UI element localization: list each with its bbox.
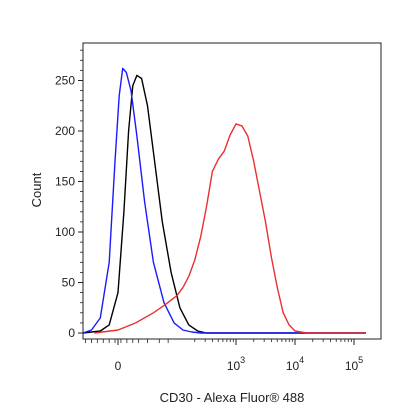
y-axis-ticks bbox=[78, 49, 83, 334]
x-tick-label-3: 105 bbox=[345, 355, 363, 373]
y-tick-label-50: 50 bbox=[62, 276, 76, 290]
x-axis-title: CD30 - Alexa Fluor® 488 bbox=[160, 390, 305, 405]
x-tick-label-1: 103 bbox=[227, 355, 245, 373]
y-axis-tick-labels: 0 50 100 150 200 250 bbox=[55, 74, 75, 341]
series-line-0 bbox=[82, 74, 366, 334]
y-tick-label-250: 250 bbox=[55, 74, 75, 88]
y-tick-label-150: 150 bbox=[55, 175, 75, 189]
x-axis-ticks bbox=[85, 339, 355, 345]
plot-frame bbox=[82, 42, 382, 340]
x-axis-tick-labels: 0 103 104 105 bbox=[115, 355, 364, 373]
x-tick-label-2: 104 bbox=[286, 355, 304, 373]
y-tick-label-100: 100 bbox=[55, 225, 75, 239]
y-tick-label-0: 0 bbox=[68, 326, 75, 340]
x-tick-label-0: 0 bbox=[115, 359, 122, 373]
series-layer bbox=[82, 67, 366, 334]
series-line-1 bbox=[82, 67, 366, 334]
series-line-2 bbox=[94, 123, 366, 334]
y-tick-label-200: 200 bbox=[55, 124, 75, 138]
y-axis-title: Count bbox=[29, 172, 44, 207]
